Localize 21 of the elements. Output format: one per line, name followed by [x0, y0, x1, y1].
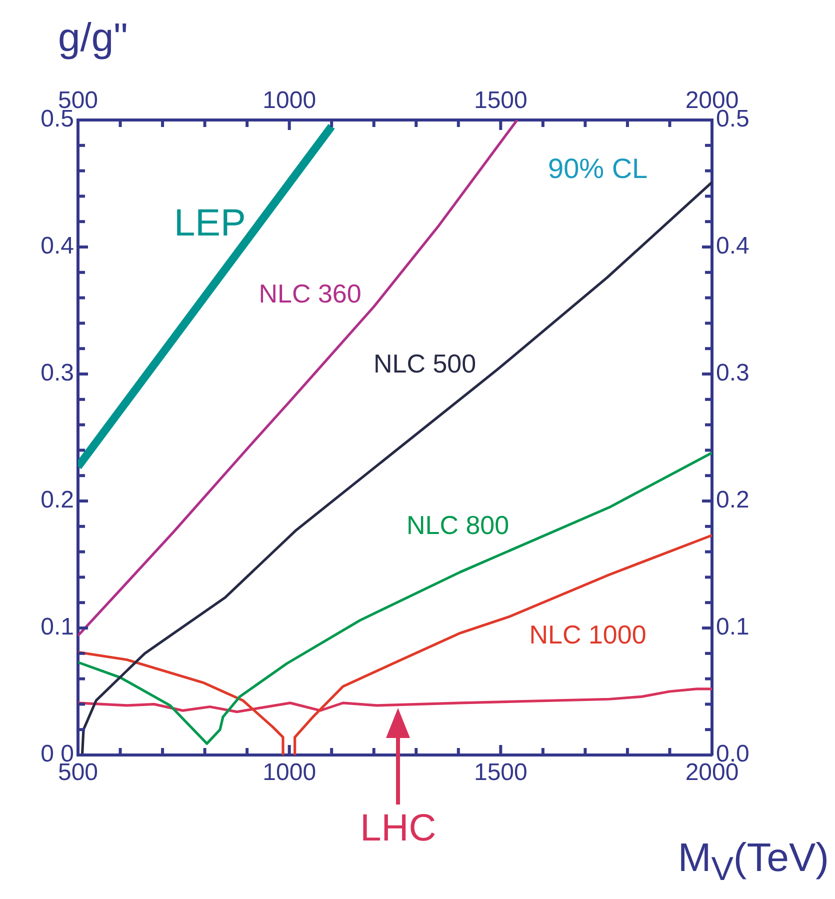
y-tick-label: 0.2	[40, 486, 74, 514]
y-tick-label: 0.4	[40, 232, 74, 260]
x-tick-label: 1000	[262, 759, 316, 786]
series-label: LEP	[174, 202, 246, 244]
y2-tick-label: 0.4	[716, 232, 750, 260]
y2-tick-label: 0.1	[716, 614, 750, 641]
series-label: NLC 1000	[529, 619, 646, 650]
x-tick-label: 1500	[474, 759, 528, 786]
y-axis-title: g/g"	[58, 16, 128, 60]
x2-tick-label: 1000	[262, 87, 316, 114]
y2-tick-label: 0.3	[716, 360, 750, 387]
annotation: 90% CL	[548, 153, 648, 184]
series-label: NLC 500	[373, 348, 476, 378]
series-label: NLC 800	[406, 510, 510, 540]
series-label: NLC 360	[258, 278, 362, 308]
y-tick-label: 0.3	[40, 360, 74, 387]
x-axis-title: M$_{V}$(TeV)	[678, 836, 829, 888]
x2-tick-label: 1500	[474, 87, 528, 114]
text: LHC	[360, 807, 436, 850]
y2-tick-label: 0.2	[716, 486, 750, 514]
y-tick-label: 0.1	[40, 614, 74, 641]
